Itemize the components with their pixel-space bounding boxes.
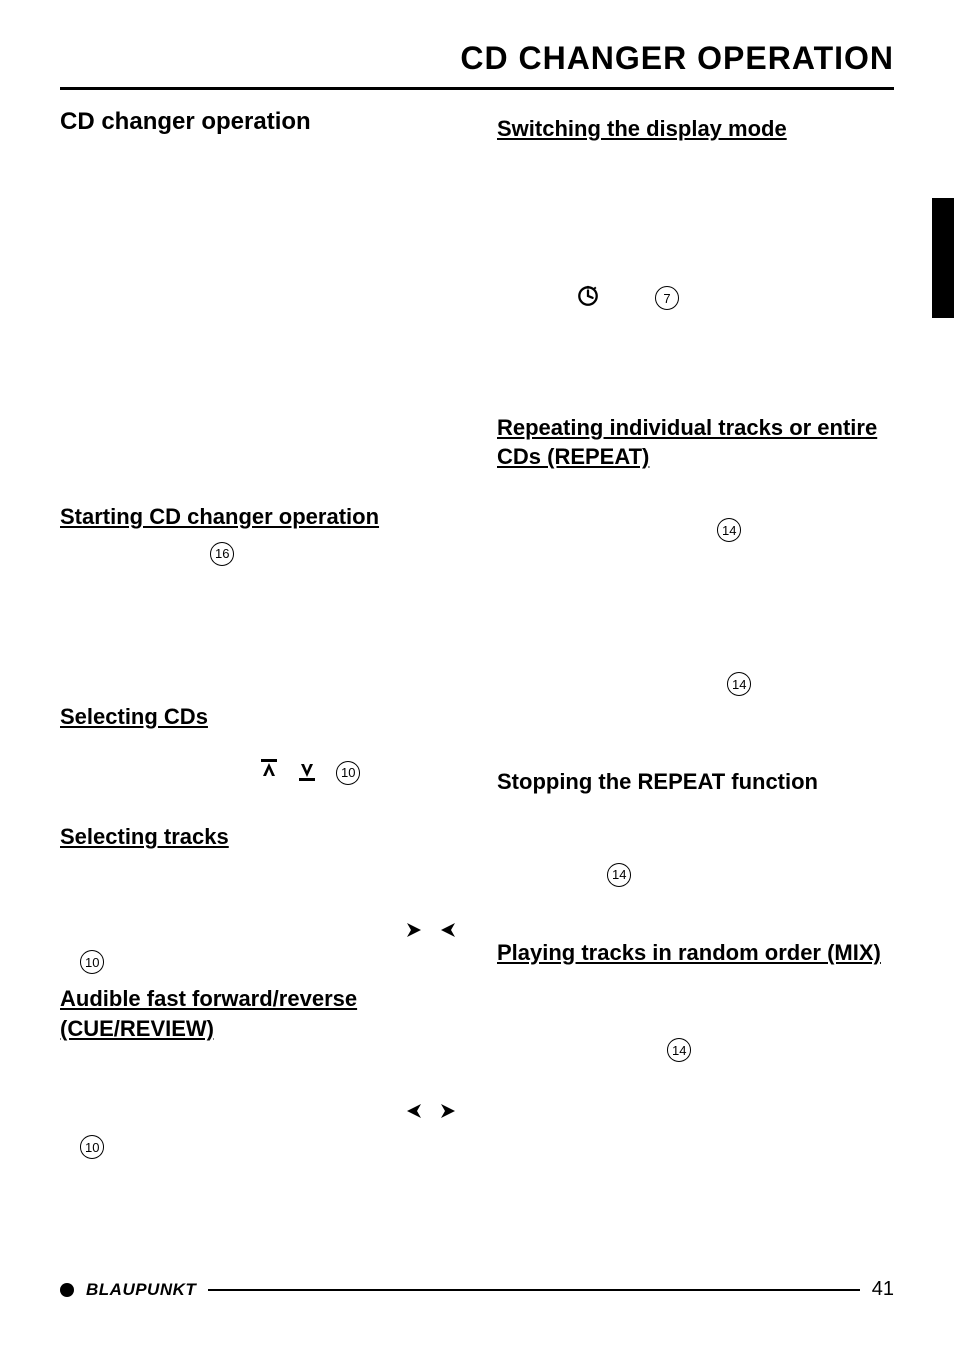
heading-selecting-tracks: Selecting tracks [60, 822, 457, 852]
heading-selecting-cds: Selecting CDs [60, 702, 457, 732]
page-number: 41 [872, 1278, 894, 1301]
down-bar-icon [298, 759, 316, 786]
heading-starting-cd-changer: Starting CD changer operation [60, 502, 457, 532]
ref-10-tracks: 10 [80, 950, 104, 974]
footer: BLAUPUNKT 41 [60, 1278, 894, 1301]
left-arrow-icon [439, 918, 457, 946]
ref-7: 7 [655, 286, 679, 310]
heading-repeat: Repeating individual tracks or entire CD… [497, 413, 894, 472]
section-title: CD changer operation [60, 108, 457, 136]
edge-tab [932, 198, 954, 318]
ref-14-stop: 14 [607, 863, 631, 887]
heading-cue-review: Audible fast forward/reverse (CUE/REVIEW… [60, 984, 457, 1043]
left-column: CD changer operation Starting CD changer… [60, 108, 457, 1169]
left-arrow-icon [405, 1099, 423, 1127]
ref-10-cue: 10 [80, 1135, 104, 1159]
heading-mix: Playing tracks in random order (MIX) [497, 938, 894, 968]
clock-icon [577, 285, 599, 312]
right-arrow-icon [405, 918, 423, 946]
up-bar-icon [260, 759, 278, 786]
heading-display-mode: Switching the display mode [497, 114, 894, 144]
ref-10-cds: 10 [336, 761, 360, 785]
content-columns: CD changer operation Starting CD changer… [60, 108, 894, 1169]
ref-16: 16 [210, 542, 234, 566]
heading-stop-repeat: Stopping the REPEAT function [497, 767, 894, 797]
ref-14-b: 14 [727, 672, 751, 696]
ref-14-a: 14 [717, 518, 741, 542]
brand-dot-icon [60, 1283, 74, 1297]
page-title: CD CHANGER OPERATION [60, 40, 894, 77]
right-column: Switching the display mode 7 Repeating i… [497, 108, 894, 1169]
right-arrow-icon [439, 1099, 457, 1127]
page-header: CD CHANGER OPERATION [60, 40, 894, 90]
footer-rule [208, 1289, 859, 1291]
brand-name: BLAUPUNKT [86, 1280, 196, 1300]
ref-14-mix: 14 [667, 1038, 691, 1062]
